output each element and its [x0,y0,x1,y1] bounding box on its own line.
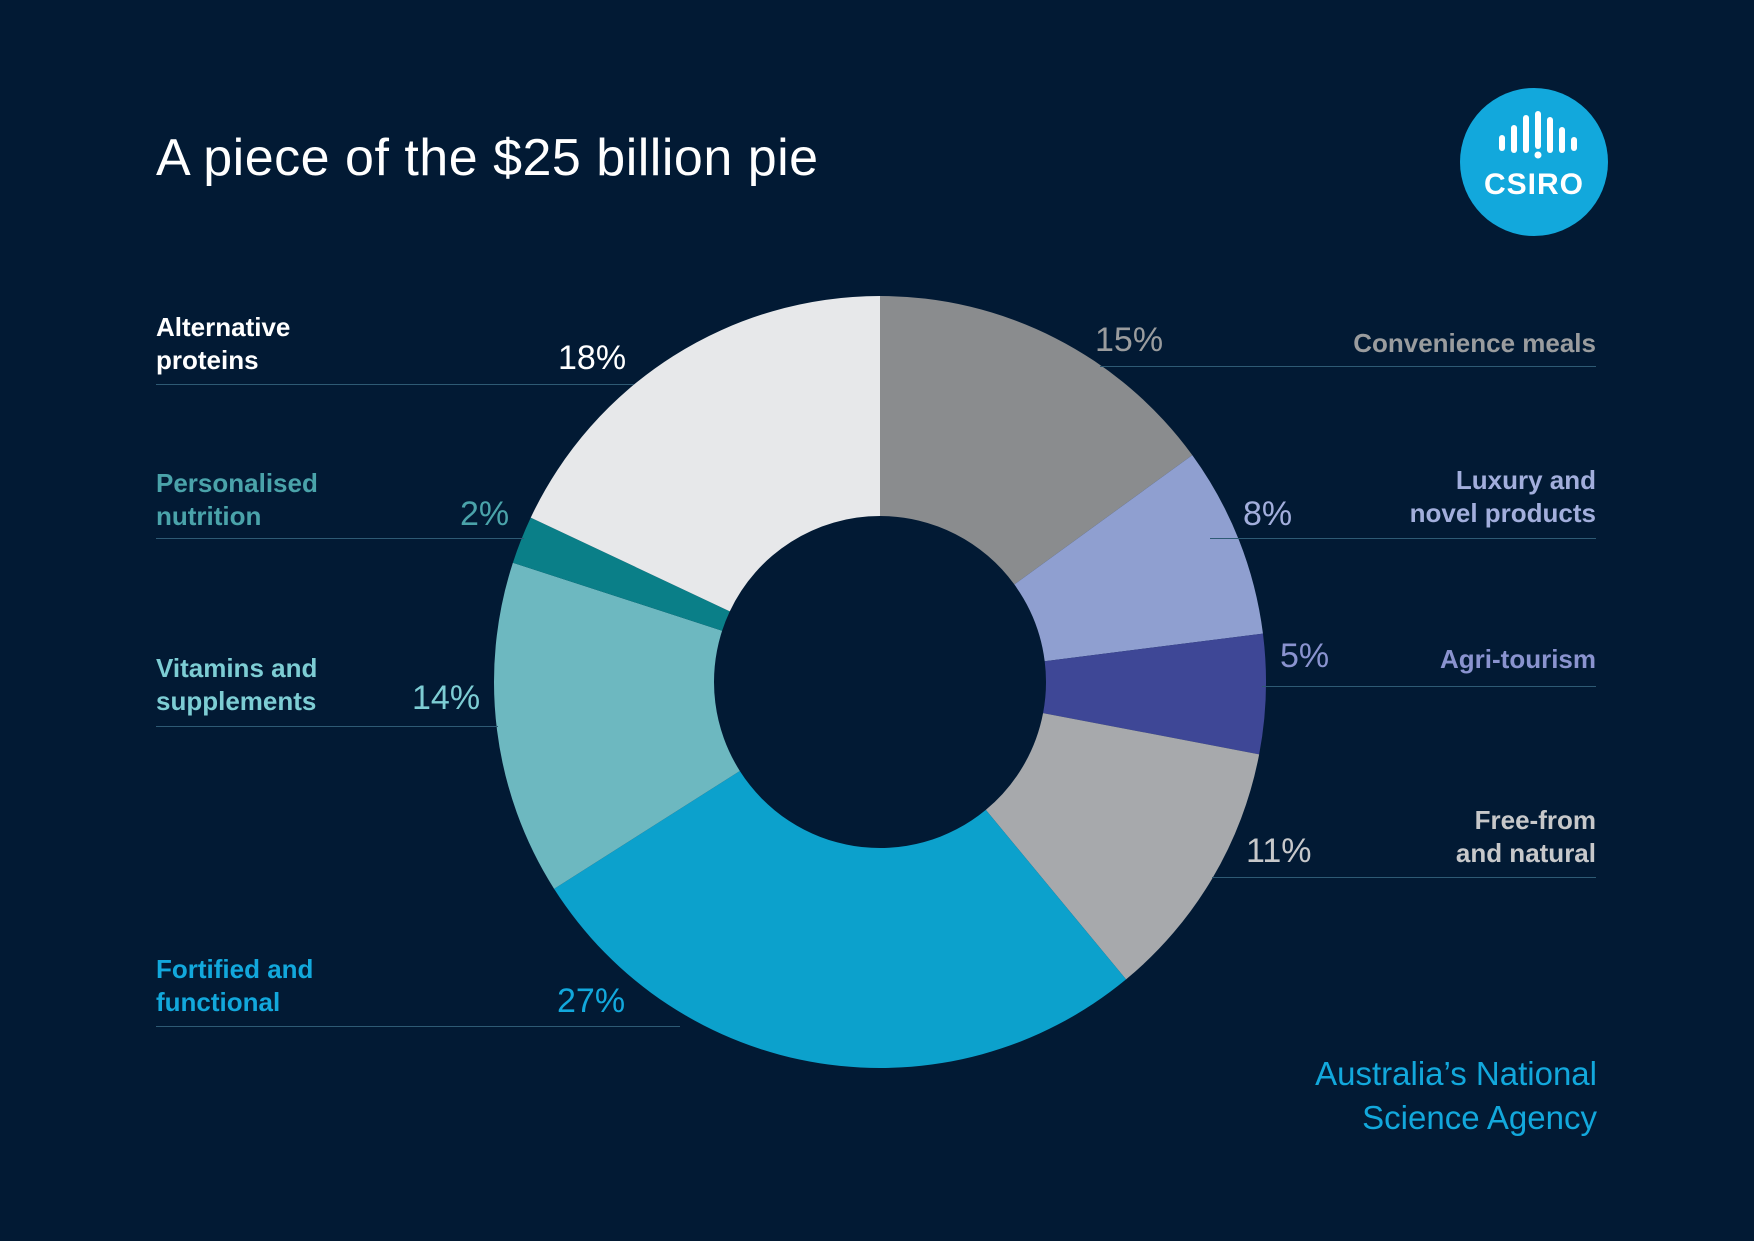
slice-agri-tourism [1043,633,1266,755]
label-line: Alternative [156,312,291,342]
label-alternative-proteins: Alternative proteins [156,311,556,377]
pct-alternative-proteins: 18% [558,339,627,377]
slice-convenience-meals [880,296,1193,585]
rule-agri-tourism [1262,686,1596,687]
rule-luxury [1210,538,1596,539]
label-vitamins: Vitamins and supplements [156,652,556,718]
rule-alternative-proteins [156,384,634,385]
label-luxury: Luxury and novel products [1196,464,1596,530]
page-title: A piece of the $25 billion pie [156,129,819,187]
slice-free-from [985,713,1260,980]
tagline: Australia’s National Science Agency [1097,1052,1597,1140]
pct-luxury: 8% [1243,495,1293,533]
pct-personalised-nutrition: 2% [460,495,510,533]
csiro-logo: CSIRO [1460,88,1608,236]
pct-free-from: 11% [1246,832,1312,870]
rule-vitamins [156,726,498,727]
pct-agri-tourism: 5% [1280,637,1330,675]
logo-waveform-icon [1499,111,1577,159]
label-line: Luxury and [1455,465,1596,495]
label-convenience-meals: Convenience meals [1196,327,1596,360]
label-free-from: Free-from and natural [1196,804,1596,870]
rule-personalised-nutrition [156,538,524,539]
slice-personalised [512,517,730,631]
rule-fortified [156,1026,680,1027]
label-line: functional [156,987,281,1017]
label-line: Convenience meals [1353,328,1596,358]
tagline-line2: Science Agency [1362,1099,1597,1136]
rule-free-from [1212,877,1596,878]
label-line: novel products [1409,498,1596,528]
label-line: proteins [156,345,259,375]
label-line: Personalised [156,468,318,498]
slice-vitamins-and [494,562,740,889]
label-line: Vitamins and [156,653,318,683]
rule-convenience-meals [1100,366,1596,367]
slice-luxury-and [1014,455,1263,662]
slice-fortified-and [554,770,1127,1068]
label-line: supplements [156,686,317,716]
pct-vitamins: 14% [412,679,481,717]
pct-fortified: 27% [557,982,626,1020]
logo-text: CSIRO [1483,168,1584,201]
label-personalised-nutrition: Personalised nutrition [156,467,556,533]
label-line: nutrition [156,501,262,531]
pct-convenience-meals: 15% [1095,321,1164,359]
label-line: Agri-tourism [1440,644,1596,674]
tagline-line1: Australia’s National [1315,1055,1597,1092]
label-line: Fortified and [156,954,314,984]
label-line: and natural [1455,838,1596,868]
label-line: Free-from [1474,805,1596,835]
label-agri-tourism: Agri-tourism [1196,643,1596,676]
label-fortified: Fortified and functional [156,953,556,1019]
slice-alternative [530,295,880,612]
